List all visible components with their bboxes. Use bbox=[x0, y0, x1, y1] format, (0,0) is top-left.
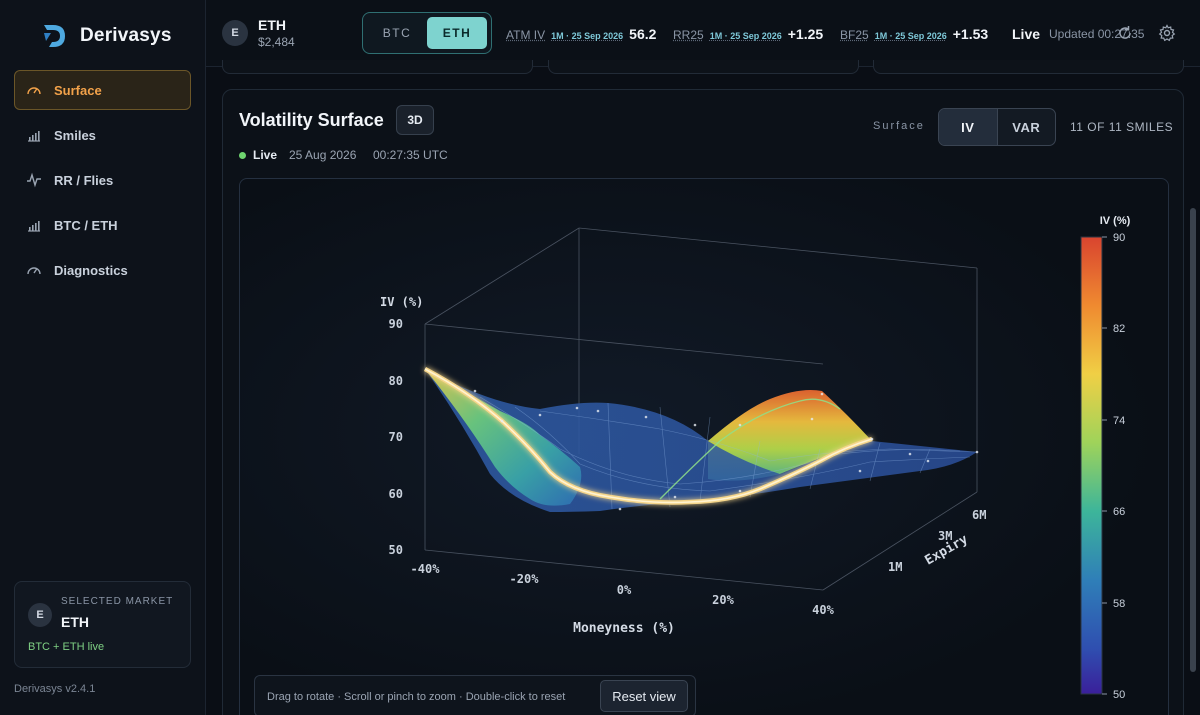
sidebar-item-label: Smiles bbox=[54, 127, 96, 143]
sidebar-nav: Surface Smiles RR / Flies BTC / ETH Diag… bbox=[14, 70, 191, 295]
sidebar-item-surface[interactable]: Surface bbox=[14, 70, 191, 110]
colorbar-tick: 82 bbox=[1113, 323, 1125, 335]
metric-rr25[interactable]: RR25 1M · 25 Sep 2026 +1.25 bbox=[673, 26, 823, 42]
z-tick: 80 bbox=[389, 374, 403, 388]
sidebar: Derivasys Surface Smiles RR / Flies BTC … bbox=[0, 0, 206, 715]
colorbar-title: IV (%) bbox=[1100, 215, 1131, 227]
toggle-btc[interactable]: BTC bbox=[382, 26, 412, 40]
z-axis-label: IV (%) bbox=[380, 295, 423, 309]
selected-market-label: SELECTED MARKET bbox=[61, 596, 174, 607]
colorbar bbox=[1080, 236, 1103, 695]
summary-card bbox=[548, 60, 859, 74]
sidebar-item-label: Diagnostics bbox=[54, 262, 128, 278]
sidebar-item-rr-flies[interactable]: RR / Flies bbox=[14, 160, 191, 200]
sidebar-item-label: BTC / ETH bbox=[54, 217, 118, 233]
y-tick: 1M bbox=[888, 560, 902, 574]
snapshot-date: 25 Aug 2026 bbox=[289, 148, 357, 162]
sidebar-item-label: Surface bbox=[54, 82, 102, 98]
x-axis-label: Moneyness (%) bbox=[573, 621, 675, 636]
selected-market-card[interactable]: E SELECTED MARKET ETH BTC + ETH live bbox=[14, 581, 191, 668]
metric-tenor: 1M · 25 Sep 2026 bbox=[709, 31, 782, 41]
x-tick: 40% bbox=[812, 603, 834, 617]
market-avatar: E bbox=[28, 603, 52, 627]
live-status: Live bbox=[253, 148, 278, 162]
brand[interactable]: Derivasys bbox=[40, 20, 172, 52]
surface-chart[interactable]: IV (%) 90 80 70 60 50 -40% -20% 0% 20% 4… bbox=[239, 178, 1169, 715]
z-tick: 50 bbox=[389, 543, 403, 557]
sidebar-item-btc-eth[interactable]: BTC / ETH bbox=[14, 205, 191, 245]
surface-grid bbox=[479, 396, 978, 510]
asset-avatar: E bbox=[222, 20, 248, 46]
surface-plot-svg[interactable]: IV (%) 90 80 70 60 50 -40% -20% 0% 20% 4… bbox=[240, 179, 1169, 715]
page-scrollbar[interactable] bbox=[1190, 208, 1196, 672]
asset-price: $2,484 bbox=[258, 35, 295, 49]
colorbar-tick: 74 bbox=[1113, 415, 1125, 427]
sidebar-item-label: RR / Flies bbox=[54, 172, 114, 188]
x-tick: 0% bbox=[617, 583, 632, 597]
bar-chart-icon bbox=[28, 131, 40, 142]
x-tick: 20% bbox=[712, 593, 734, 607]
summary-card bbox=[873, 60, 1184, 74]
live-dot bbox=[239, 152, 246, 159]
surface-selector: IV VAR bbox=[938, 108, 1056, 146]
metric-value: +1.53 bbox=[952, 26, 989, 42]
selected-market-value: ETH bbox=[61, 614, 89, 630]
smiles-count: 11 OF 11 SMILES bbox=[1070, 120, 1174, 134]
y-tick: 3M bbox=[938, 529, 952, 543]
metric-atm-iv[interactable]: ATM IV 1M · 25 Sep 2026 56.2 bbox=[506, 26, 656, 42]
market-status: BTC + ETH live bbox=[28, 641, 105, 653]
derivasys-logo-icon bbox=[44, 25, 65, 47]
y-tick: 6M bbox=[972, 508, 986, 522]
metric-key: ATM IV bbox=[506, 28, 546, 42]
surface-right-wing bbox=[708, 390, 872, 481]
snapshot-time: 00:27:35 UTC bbox=[373, 148, 448, 162]
gauge-icon bbox=[27, 267, 41, 275]
axis-box bbox=[424, 227, 978, 591]
refresh-icon[interactable] bbox=[1116, 24, 1134, 42]
z-tick: 70 bbox=[389, 430, 403, 444]
colorbar-tick: 58 bbox=[1113, 598, 1125, 610]
metric-tenor: 1M · 25 Sep 2026 bbox=[551, 31, 624, 41]
sidebar-item-smiles[interactable]: Smiles bbox=[14, 115, 191, 155]
surface-option-var[interactable]: VAR bbox=[1012, 119, 1041, 135]
reset-view-button[interactable]: Reset view bbox=[600, 680, 688, 712]
live-indicator: Live bbox=[1012, 26, 1041, 42]
metric-bf25[interactable]: BF25 1M · 25 Sep 2026 +1.53 bbox=[840, 26, 988, 42]
grid-points bbox=[473, 389, 979, 511]
asset-name: ETH bbox=[258, 17, 286, 33]
z-tick: 90 bbox=[389, 317, 403, 331]
panel-title: Volatility Surface bbox=[239, 110, 384, 130]
view-mode-badge[interactable]: 3D bbox=[396, 105, 434, 135]
interaction-hint-bar: Drag to rotate · Scroll or pinch to zoom… bbox=[254, 675, 696, 715]
volatility-surface-panel: Volatility Surface 3D Live 25 Aug 2026 0… bbox=[222, 89, 1184, 715]
z-tick: 60 bbox=[389, 487, 403, 501]
gear-icon[interactable] bbox=[1158, 24, 1176, 42]
brand-name: Derivasys bbox=[80, 25, 172, 46]
x-tick: -40% bbox=[411, 562, 441, 576]
bar-chart-icon bbox=[28, 221, 40, 232]
app-version: Derivasys v2.4.1 bbox=[14, 683, 96, 695]
sidebar-item-diagnostics[interactable]: Diagnostics bbox=[14, 250, 191, 290]
asset-toggle: BTC ETH bbox=[362, 12, 492, 54]
surface-label: Surface bbox=[873, 120, 925, 132]
toggle-eth[interactable]: ETH bbox=[427, 17, 487, 49]
colorbar-tick: 90 bbox=[1113, 232, 1125, 244]
gauge-icon bbox=[27, 87, 41, 95]
interaction-hint: Drag to rotate · Scroll or pinch to zoom… bbox=[267, 691, 566, 703]
top-bar: E ETH $2,484 BTC ETH ATM IV 1M · 25 Sep … bbox=[206, 0, 1200, 67]
metric-value: +1.25 bbox=[787, 26, 824, 42]
x-tick: -20% bbox=[510, 572, 540, 586]
summary-card bbox=[222, 60, 533, 74]
colorbar-tick: 66 bbox=[1113, 506, 1125, 518]
smile-3m-line bbox=[659, 398, 841, 500]
metric-value: 56.2 bbox=[629, 26, 657, 42]
surface-left-wing bbox=[425, 369, 582, 506]
metric-tenor: 1M · 25 Sep 2026 bbox=[874, 31, 947, 41]
colorbar-tick: 50 bbox=[1113, 689, 1125, 701]
metric-key: RR25 bbox=[673, 28, 704, 42]
surface-option-iv[interactable]: IV bbox=[939, 109, 998, 145]
pulse-icon bbox=[27, 172, 41, 188]
metric-key: BF25 bbox=[840, 28, 869, 42]
